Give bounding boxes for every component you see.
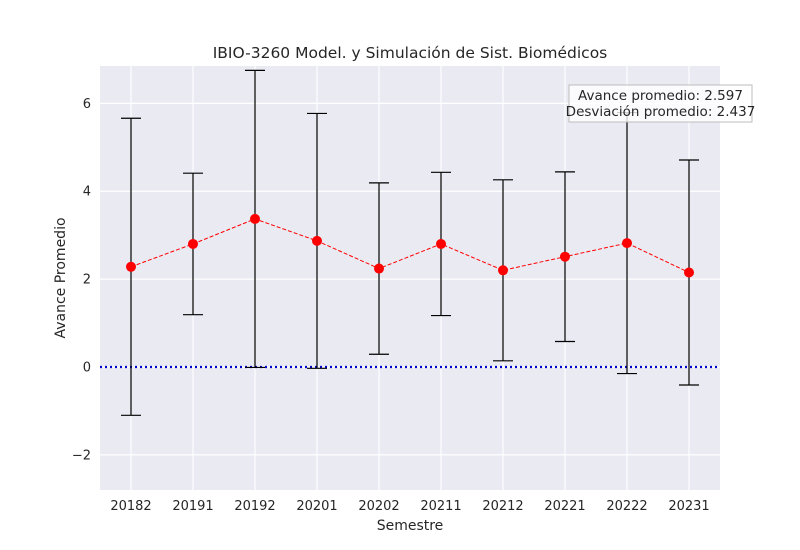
chart-title: IBIO-3260 Model. y Simulación de Sist. B… — [213, 44, 608, 62]
annotation-box — [568, 84, 753, 123]
data-point — [498, 265, 508, 276]
data-point — [622, 238, 632, 249]
y-tick-label: 4 — [83, 185, 91, 200]
y-tick-label: −2 — [72, 448, 91, 463]
data-point — [374, 263, 384, 274]
x-tick-label: 20191 — [172, 499, 213, 514]
x-tick-label: 20201 — [296, 499, 337, 514]
data-point — [436, 238, 446, 249]
y-axis-label: Avance Promedio — [53, 217, 69, 338]
x-tick-label: 20221 — [544, 499, 585, 514]
error-bars — [121, 69, 699, 416]
x-tick-label: 20222 — [606, 499, 647, 514]
x-axis-label: Semestre — [377, 518, 444, 534]
x-tick-label: 20212 — [482, 499, 523, 514]
stats-annotation-box: Avance promedio: 2.597 Desviación promed… — [566, 84, 756, 123]
y-tick-label: 0 — [83, 360, 91, 375]
data-point — [312, 235, 322, 246]
data-point — [560, 251, 570, 262]
x-tick-label: 20202 — [358, 499, 399, 514]
x-tick-labels: 20182 20191 20192 20201 20202 20211 20212 20221… — [110, 499, 709, 514]
series-line — [130, 218, 690, 273]
series-line-group — [130, 218, 690, 273]
data-point — [684, 267, 694, 278]
annotation-line-mean: Avance promedio: 2.597 — [578, 88, 743, 104]
x-tick-label: 20231 — [668, 499, 709, 514]
x-tick-label: 20192 — [234, 499, 275, 514]
data-points — [126, 213, 694, 278]
data-point — [188, 238, 198, 249]
annotation-line-std: Desviación promedio: 2.437 — [566, 104, 756, 120]
x-tick-label: 20211 — [420, 499, 461, 514]
data-point — [126, 261, 136, 272]
data-point — [250, 213, 260, 224]
y-tick-label: 2 — [83, 273, 91, 288]
x-tick-label: 20182 — [110, 499, 151, 514]
plot-area — [100, 66, 720, 490]
y-tick-label: 6 — [83, 97, 91, 112]
y-tick-labels: −2 0 2 4 6 — [72, 97, 91, 464]
